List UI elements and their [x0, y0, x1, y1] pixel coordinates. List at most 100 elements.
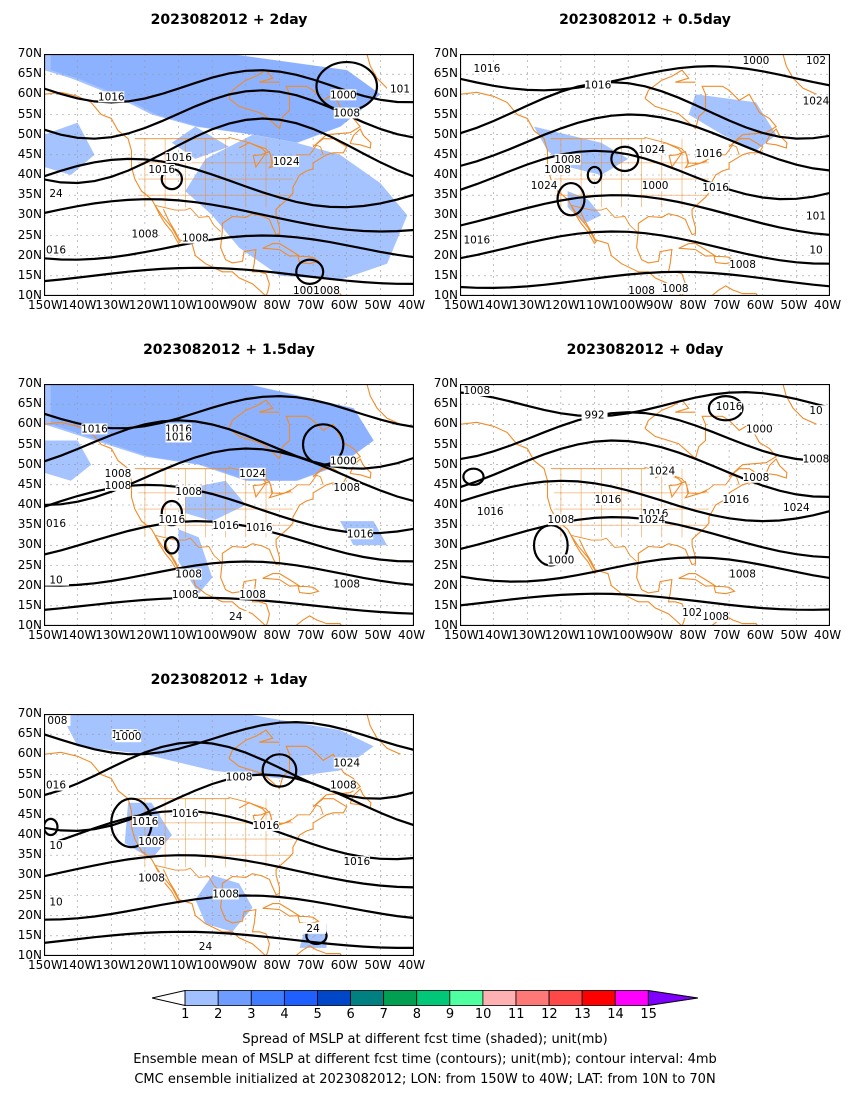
lat-tick-label: 55N [433, 106, 458, 121]
contour-label-bg [544, 163, 571, 175]
contour-label-bg [642, 508, 669, 520]
contour-label-bg [131, 228, 158, 240]
lat-tick-label: 70N [17, 46, 42, 60]
coastline [765, 458, 788, 479]
lat-tick-label: 15N [17, 927, 42, 942]
lat-tick-label: 65N [433, 66, 458, 81]
lat-tick-label: 40N [433, 167, 458, 181]
contour-label: 1008 [628, 285, 655, 296]
lat-tick-label: 10N [17, 288, 42, 302]
colorbar-tick-label: 14 [607, 1007, 624, 1022]
lon-tick-label: 40W [814, 628, 842, 642]
contour-label-bg [115, 731, 142, 743]
lat-tick-label: 50N [17, 126, 42, 141]
contour-label-bg [743, 55, 769, 66]
lon-tick-label: 150W [444, 298, 479, 312]
contour-label-bg [333, 481, 360, 493]
isobar-contour [460, 592, 830, 611]
lon-tick-label: 120W [128, 958, 164, 972]
colorbar-segment [350, 990, 385, 1006]
coastline [570, 205, 597, 245]
contour-label-bg [313, 285, 340, 296]
coastline [654, 142, 708, 169]
isobar-contour [460, 149, 830, 201]
contour-label: 1016 [702, 182, 729, 194]
contour-label-bg [44, 896, 69, 908]
coastline [688, 285, 759, 296]
lon-tick-label: 120W [544, 298, 580, 312]
contour-label: 1016 [716, 401, 743, 413]
lat-tick-label: 35N [433, 517, 458, 532]
contour-label-bg [81, 423, 108, 435]
colorbar-segment [449, 990, 484, 1006]
isobar-contour [44, 447, 414, 507]
lon-tick-label: 100W [196, 298, 231, 312]
contour-label-bg [330, 455, 357, 467]
contour-label-bg [172, 588, 199, 600]
contour-label-bg [175, 568, 202, 580]
lat-tick-label: 40N [17, 497, 42, 511]
lon-tick-label: 110W [578, 298, 614, 312]
contour-label-bg [333, 757, 360, 769]
lon-tick-label: 100W [612, 628, 647, 642]
contour-label: 1008 [175, 569, 202, 581]
contour-label-bg [165, 151, 192, 163]
lat-tick-label: 25N [17, 557, 42, 572]
caption-line-2: Ensemble mean of MSLP at different fcst … [133, 1052, 717, 1067]
contour-label: 1000 [642, 180, 669, 192]
isobar-contour [460, 479, 830, 523]
coastline [654, 472, 708, 499]
coastline [220, 231, 270, 296]
contour-label: 102 [682, 607, 702, 619]
map-panel-0.5day: 1016 1000 1016 1008 1008 1024 1016 1000 1016 1024… [460, 54, 830, 296]
lon-tick-label: 140W [477, 298, 513, 312]
closed-isobar [556, 181, 586, 217]
lat-tick-label: 65N [17, 726, 42, 741]
contour-label-bg [387, 83, 413, 95]
closed-isobar [707, 395, 744, 422]
contour-label: 101 [806, 210, 826, 222]
panel-title-1.5day: 2023082012 + 1.5day [143, 342, 315, 358]
isobar-contour [44, 157, 414, 209]
lat-tick-label: 20N [17, 577, 42, 592]
contour-label: 1008 [105, 480, 132, 492]
contour-label-bg [803, 55, 829, 67]
contour-label: 1008 [313, 285, 340, 296]
isobar-contour [460, 411, 830, 462]
lat-tick-label: 20N [17, 247, 42, 262]
lat-tick-label: 15N [433, 597, 458, 612]
colorbar-segment [217, 990, 252, 1006]
lat-tick-label: 50N [433, 456, 458, 471]
lon-tick-label: 80W [263, 298, 291, 312]
coastline [678, 243, 717, 257]
map-panel-1day: 0081016100010241008100810161008101610161… [44, 714, 414, 956]
contour-label: 24 [199, 941, 213, 953]
lon-tick-label: 150W [444, 628, 479, 642]
colorbar-segment [548, 990, 583, 1006]
lat-tick-label: 15N [17, 267, 42, 282]
closed-isobar [295, 258, 325, 285]
colorbar-segment [317, 990, 351, 1006]
colorbar-segment [515, 990, 550, 1006]
isobar-contour [44, 720, 414, 756]
lon-tick-label: 80W [679, 298, 707, 312]
isobar-contour [44, 930, 414, 949]
lon-tick-label: 150W [28, 958, 63, 972]
contour-label-bg [642, 180, 669, 192]
lat-tick-label: 55N [17, 106, 42, 121]
contour-label: 1000 [330, 456, 357, 468]
colorbar-segment [283, 990, 318, 1006]
contour-label: 1008 [175, 486, 202, 498]
contour-label: 1016 [212, 520, 239, 532]
contour-label: 1024 [638, 144, 665, 156]
lat-tick-label: 45N [433, 146, 458, 161]
lat-tick-label: 45N [17, 476, 42, 491]
coastline [644, 85, 778, 148]
lat-tick-label: 40N [17, 827, 42, 841]
isobar-contour [44, 198, 414, 233]
lat-tick-label: 20N [17, 907, 42, 922]
coastline [262, 243, 301, 257]
contour-label: 1008 [333, 108, 360, 120]
lat-tick-label: 45N [433, 476, 458, 491]
contour-label-bg [702, 182, 729, 194]
